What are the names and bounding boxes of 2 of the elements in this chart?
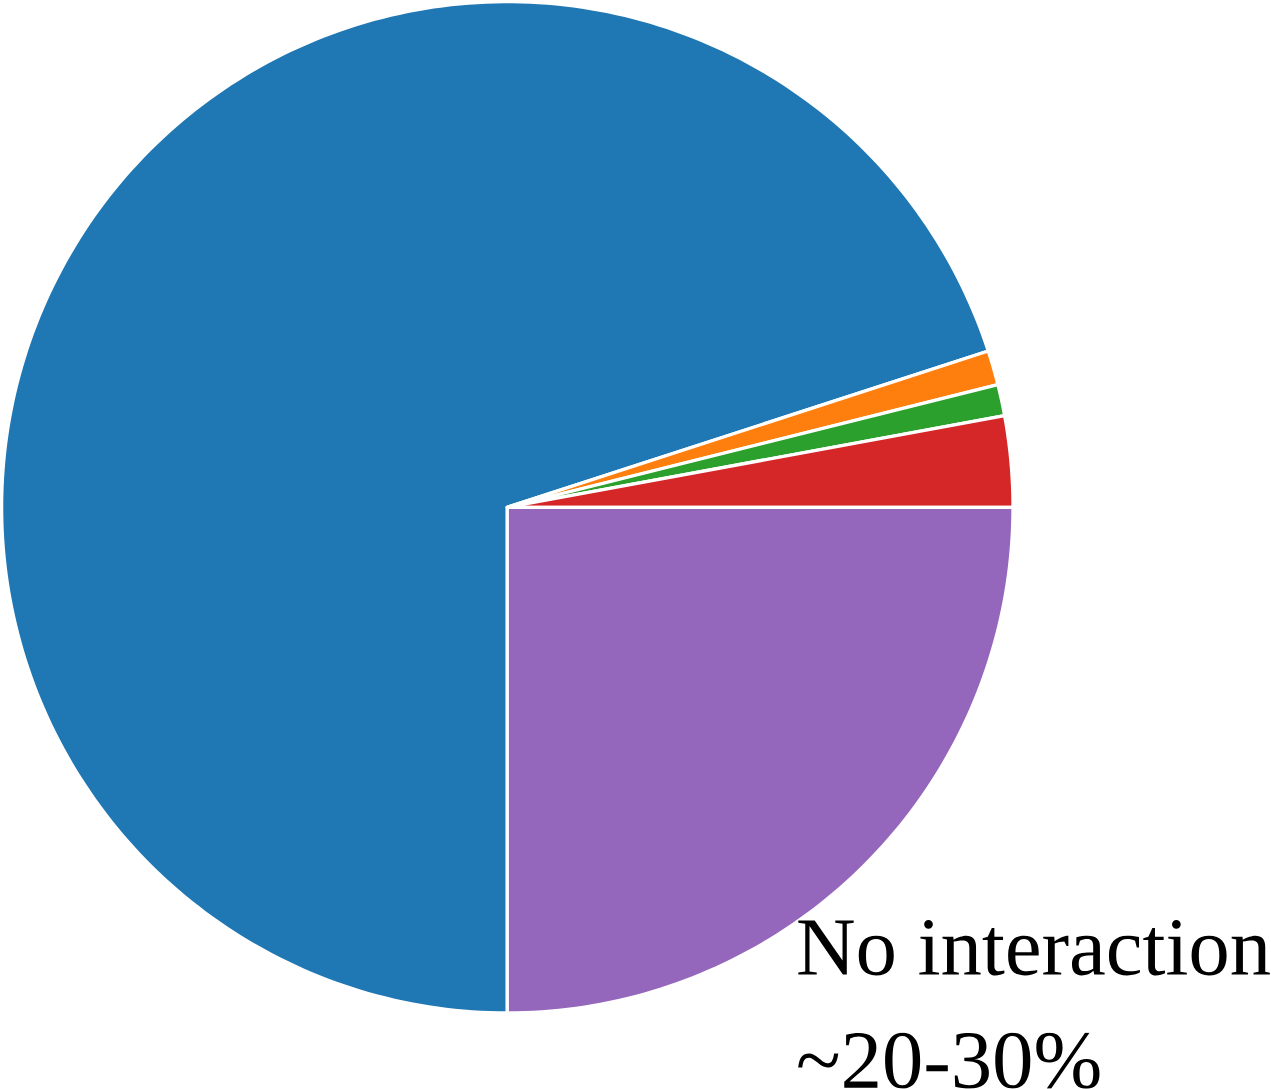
text: ~20-30% bbox=[798, 1032, 1100, 1089]
slice-label: No interaction bbox=[798, 920, 1270, 976]
